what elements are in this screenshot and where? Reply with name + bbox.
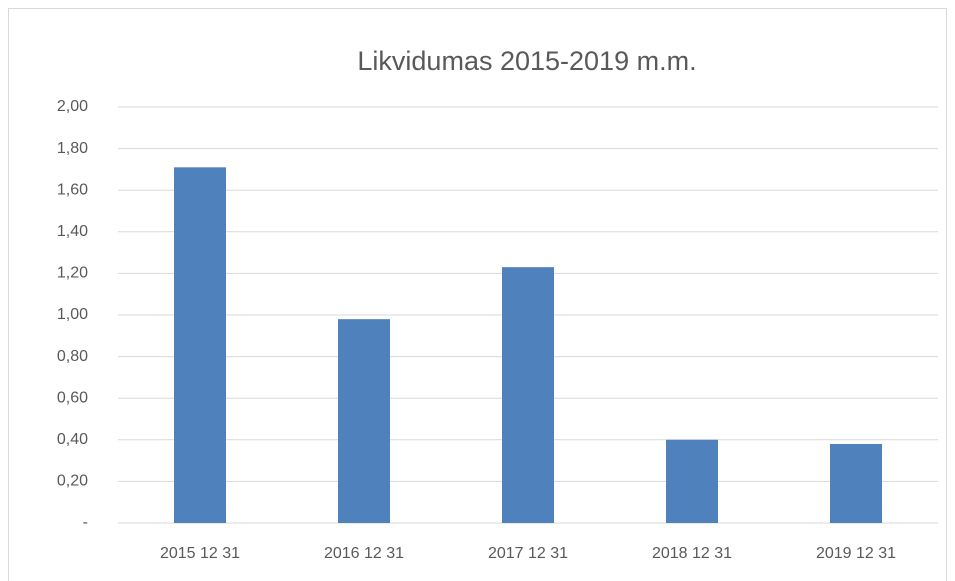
- bar: [830, 443, 882, 523]
- y-tick-label: 1,20: [57, 265, 88, 282]
- y-tick-label: 0,40: [57, 431, 88, 448]
- y-tick-label: 0,20: [57, 473, 88, 490]
- y-tick-label: 0,60: [57, 389, 88, 406]
- y-tick-label: 1,00: [57, 306, 88, 323]
- x-tick-label: 2016 12 31: [324, 545, 404, 562]
- x-tick-label: 2018 12 31: [652, 545, 732, 562]
- y-tick-label: 2,00: [57, 98, 88, 115]
- y-tick-label: 1,60: [57, 181, 88, 198]
- chart-frame: [8, 8, 947, 581]
- x-tick-label: 2017 12 31: [488, 545, 568, 562]
- y-tick-label: -: [83, 514, 88, 531]
- y-tick-label: 1,40: [57, 223, 88, 240]
- x-tick-label: 2015 12 31: [160, 545, 240, 562]
- bar: [666, 439, 718, 523]
- x-tick-label: 2019 12 31: [816, 545, 896, 562]
- y-tick-label: 1,80: [57, 140, 88, 157]
- bar: [338, 319, 390, 523]
- chart-title: Likvidumas 2015-2019 m.m.: [357, 46, 696, 76]
- bar: [502, 267, 554, 523]
- bar: [174, 167, 226, 523]
- y-tick-label: 0,80: [57, 348, 88, 365]
